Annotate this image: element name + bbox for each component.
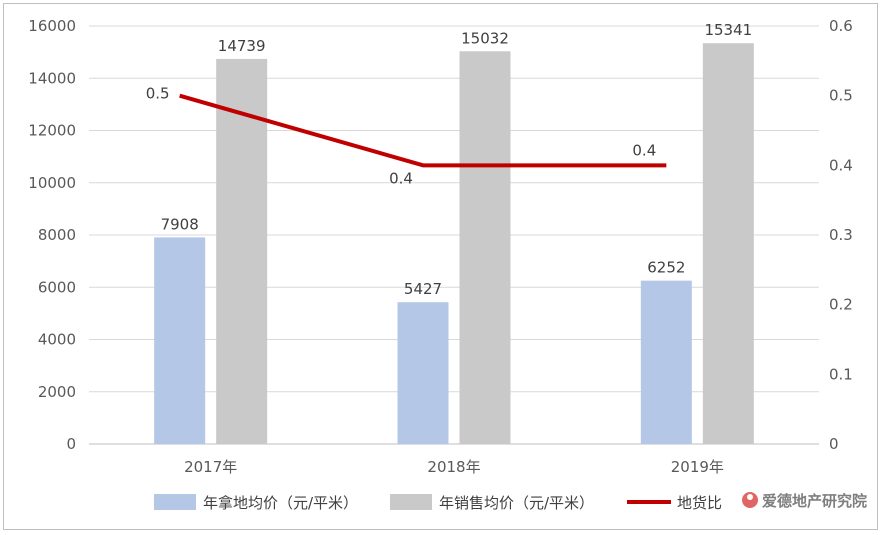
left-axis-ticks: 0 2000 4000 6000 8000 10000 12000 14000 16000 [28,17,76,453]
left-tick-label: 4000 [38,331,76,349]
bar [154,237,206,444]
watermark-logo-dot [747,494,753,500]
bar [216,58,268,444]
bar [397,302,449,444]
bar [640,280,692,444]
bar-data-label: 6252 [647,259,685,277]
legend-label-land-price: 年拿地均价（元/平米） [203,494,358,512]
right-tick-label: 0.4 [829,156,853,174]
left-tick-label: 0 [66,435,76,453]
bar [459,51,511,444]
right-axis-ticks: 0 0.1 0.2 0.3 0.4 0.5 0.6 [829,17,853,453]
left-tick-label: 6000 [38,278,76,296]
bar-data-label: 7908 [161,215,199,233]
gridlines [89,25,819,445]
left-tick-label: 12000 [28,122,76,140]
line-data-label: 0.5 [146,85,170,103]
left-tick-label: 2000 [38,383,76,401]
category-label: 2019年 [671,458,724,476]
bar-data-label: 5427 [404,280,442,298]
right-tick-label: 0.6 [829,17,853,35]
ratio-line [179,93,667,168]
watermark: 爱德地产研究院 [742,492,867,510]
right-tick-label: 0.2 [829,296,853,314]
bar [702,43,754,445]
category-label: 2017年 [184,458,237,476]
x-axis-categories: 2017年 2018年 2019年 [184,458,724,476]
legend-swatch-land-price [154,494,196,510]
legend: 年拿地均价（元/平米） 年销售均价（元/平米） 地货比 [154,494,722,512]
right-tick-label: 0.5 [829,87,853,105]
bar-series: 7908 14739 5427 15032 6252 15341 [154,21,754,445]
line-data-label: 0.4 [389,169,413,187]
left-tick-label: 14000 [28,69,76,87]
line-data-label: 0.4 [632,141,656,159]
category-label: 2018年 [427,458,480,476]
legend-swatch-sale-price [390,494,432,510]
legend-label-ratio: 地货比 [677,494,722,512]
bar-data-label: 15032 [461,29,509,47]
right-tick-label: 0 [829,435,839,453]
left-tick-label: 10000 [28,174,76,192]
left-tick-label: 16000 [28,17,76,35]
bar-data-label: 15341 [704,21,752,39]
line-series: 0.5 0.4 0.4 [146,85,667,187]
left-tick-label: 8000 [38,226,76,244]
right-tick-label: 0.1 [829,365,853,383]
legend-label-sale-price: 年销售均价（元/平米） [439,494,594,512]
bar-data-label: 14739 [218,37,266,55]
watermark-text: 爱德地产研究院 [762,492,867,510]
right-tick-label: 0.3 [829,226,853,244]
